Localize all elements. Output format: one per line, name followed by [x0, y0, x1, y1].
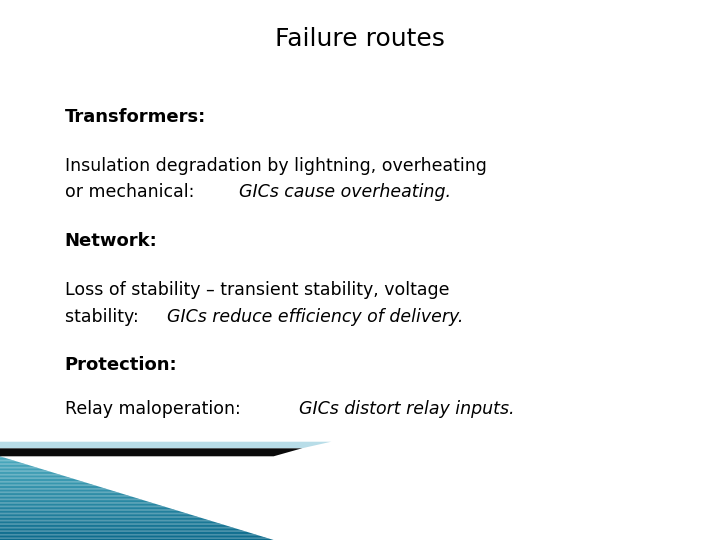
Polygon shape — [0, 492, 123, 494]
Polygon shape — [0, 485, 100, 487]
Polygon shape — [0, 502, 155, 504]
Polygon shape — [0, 484, 96, 485]
Polygon shape — [0, 505, 164, 507]
Polygon shape — [0, 470, 50, 471]
Polygon shape — [0, 536, 264, 537]
Polygon shape — [0, 514, 192, 515]
Polygon shape — [0, 516, 201, 518]
Polygon shape — [0, 459, 14, 461]
Polygon shape — [0, 508, 174, 509]
Polygon shape — [0, 448, 302, 456]
Polygon shape — [0, 498, 141, 500]
Text: GICs reduce efficiency of delivery.: GICs reduce efficiency of delivery. — [167, 308, 464, 326]
Text: Loss of stability – transient stability, voltage: Loss of stability – transient stability,… — [65, 281, 449, 299]
Polygon shape — [0, 511, 182, 512]
Polygon shape — [0, 521, 215, 522]
Text: or mechanical:: or mechanical: — [65, 184, 199, 201]
Polygon shape — [0, 530, 246, 531]
Polygon shape — [0, 494, 127, 495]
Polygon shape — [0, 507, 168, 508]
Text: Protection:: Protection: — [65, 356, 177, 374]
Polygon shape — [0, 468, 41, 469]
Polygon shape — [0, 469, 45, 470]
Polygon shape — [0, 482, 86, 483]
Polygon shape — [0, 537, 269, 538]
Polygon shape — [0, 464, 32, 466]
Text: Network:: Network: — [65, 232, 158, 250]
Polygon shape — [0, 490, 114, 491]
Text: Transformers:: Transformers: — [65, 108, 206, 126]
Polygon shape — [0, 529, 242, 530]
Text: Relay maloperation:: Relay maloperation: — [65, 400, 246, 417]
Polygon shape — [0, 522, 219, 523]
Polygon shape — [0, 528, 237, 529]
Polygon shape — [0, 535, 260, 536]
Polygon shape — [0, 523, 223, 525]
Polygon shape — [0, 518, 205, 519]
Polygon shape — [0, 477, 73, 478]
Polygon shape — [0, 488, 109, 490]
Text: GICs distort relay inputs.: GICs distort relay inputs. — [299, 400, 514, 417]
Polygon shape — [0, 480, 82, 482]
Polygon shape — [0, 525, 228, 526]
Polygon shape — [0, 462, 23, 463]
Polygon shape — [0, 463, 27, 464]
Polygon shape — [0, 487, 105, 488]
Polygon shape — [0, 456, 4, 458]
Text: Insulation degradation by lightning, overheating: Insulation degradation by lightning, ove… — [65, 157, 487, 174]
Polygon shape — [0, 442, 331, 448]
Polygon shape — [0, 491, 119, 492]
Polygon shape — [0, 471, 55, 473]
Polygon shape — [0, 478, 78, 480]
Polygon shape — [0, 461, 18, 462]
Polygon shape — [0, 509, 178, 511]
Text: Failure routes: Failure routes — [275, 27, 445, 51]
Polygon shape — [0, 458, 9, 459]
Text: stability:: stability: — [65, 308, 144, 326]
Polygon shape — [0, 483, 91, 484]
Polygon shape — [0, 526, 233, 528]
Polygon shape — [0, 519, 210, 521]
Polygon shape — [0, 515, 196, 516]
Polygon shape — [0, 466, 37, 468]
Polygon shape — [0, 501, 150, 502]
Polygon shape — [0, 533, 256, 535]
Polygon shape — [0, 504, 160, 505]
Polygon shape — [0, 495, 132, 497]
Polygon shape — [0, 473, 59, 475]
Polygon shape — [0, 500, 146, 501]
Polygon shape — [0, 512, 187, 514]
Polygon shape — [0, 497, 137, 498]
Polygon shape — [0, 475, 64, 476]
Polygon shape — [0, 531, 251, 533]
Polygon shape — [0, 476, 68, 477]
Polygon shape — [0, 538, 274, 540]
Text: GICs cause overheating.: GICs cause overheating. — [239, 184, 451, 201]
